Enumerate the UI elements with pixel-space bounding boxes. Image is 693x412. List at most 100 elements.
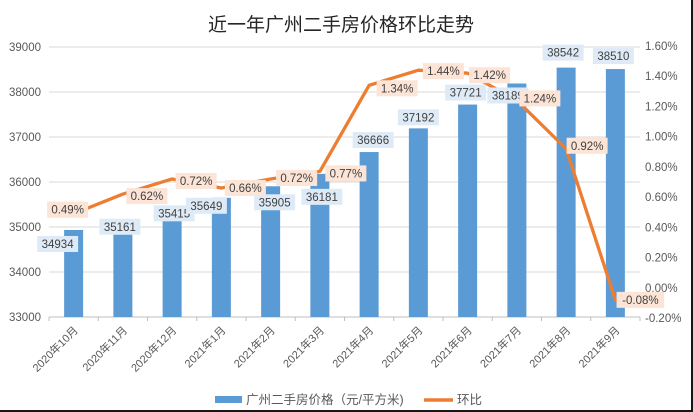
bar-value-label-bg (542, 44, 584, 61)
line-value-label-bg (325, 165, 367, 182)
line-path (71, 68, 618, 302)
bar-value-label: 38189 (492, 90, 524, 102)
line-value-label-bg (47, 201, 89, 218)
right-axis-tick-label: 1.20% (645, 101, 678, 113)
bar (408, 128, 428, 317)
left-axis-tick-label: 39000 (9, 42, 41, 54)
left-axis-tick-label: 34000 (9, 267, 41, 279)
line-value-label-bg (175, 172, 217, 189)
bar-value-label: 37192 (402, 112, 434, 124)
line-value-label: 1.42% (473, 70, 506, 82)
line-value-label-bg (224, 180, 266, 197)
x-axis-category-label: 2020年12月 (128, 323, 179, 374)
chart-title: 近一年广州二手房价格环比走势 (208, 14, 474, 36)
bar-value-label: 38542 (547, 48, 579, 60)
left-axis-labels: 39000 38000 37000 36000 35000 34000 33000 (9, 42, 41, 324)
x-axis-category-label: 2020年11月 (79, 323, 130, 374)
line-value-label: 1.34% (381, 83, 414, 95)
line-value-label: 0.72% (180, 176, 213, 188)
bar-value-label: 36666 (357, 135, 389, 147)
bar-value-label-bg (99, 218, 141, 235)
x-axis-ticks (48, 317, 641, 321)
bar-value-label: 36181 (306, 192, 338, 204)
line-value-label: 0.49% (51, 205, 84, 217)
x-axis-category-label: 2021年4月 (329, 323, 376, 370)
bar (458, 104, 478, 318)
line-value-label: 0.66% (229, 183, 262, 195)
bar-value-label: 35415 (158, 208, 190, 220)
x-axis-category-label: 2021年5月 (378, 323, 425, 370)
line-value-label-bg (469, 67, 511, 84)
right-axis-tick-label: 1.60% (645, 41, 678, 53)
line-value-label-bg (422, 63, 464, 80)
bar-value-label: 34934 (42, 239, 75, 251)
bar-value-label-bg (487, 87, 529, 104)
x-axis-category-label: 2021年2月 (231, 323, 278, 370)
legend: 广州二手房价格（元/平方米) 环比 (215, 392, 482, 407)
bar-series-legend-label: 广州二手房价格（元/平方米) (246, 392, 404, 407)
right-axis-tick-label: 0.60% (645, 192, 678, 204)
bar-value-label: 35161 (104, 222, 136, 234)
line-value-label: 0.72% (280, 173, 313, 185)
right-axis-tick-label: -0.20% (645, 313, 681, 325)
bar (605, 69, 625, 317)
line-series (71, 68, 618, 302)
line-value-label-bg (126, 188, 168, 205)
line-value-label-bg (519, 90, 561, 107)
right-axis-tick-label: 1.40% (645, 71, 678, 83)
line-value-label: -0.08% (622, 295, 658, 307)
line-value-label-bg (566, 137, 608, 154)
bar (556, 67, 576, 317)
bar-value-label-bg (37, 235, 79, 252)
bar (507, 83, 527, 318)
bar (211, 197, 231, 317)
bar-value-label-bg (153, 205, 195, 222)
bar-value-label: 38510 (597, 51, 629, 63)
bar-value-label-bg (185, 197, 227, 214)
x-axis-category-label: 2021年1月 (181, 323, 228, 370)
x-axis-category-labels: 2020年10月 2020年11月 2020年12月 2021年1月 2021年2月 20… (29, 323, 622, 374)
bar-value-label-bg (445, 84, 487, 101)
bar (113, 219, 133, 317)
right-axis-tick-label: 0.40% (645, 222, 678, 234)
bar-value-label-bg (301, 188, 343, 205)
x-axis-category-label: 2021年6月 (428, 323, 475, 370)
line-value-label: 1.24% (524, 93, 557, 105)
left-axis-tick-label: 35000 (9, 222, 41, 234)
bar-series-swatch (215, 396, 242, 403)
left-axis-tick-label: 33000 (9, 312, 41, 324)
right-axis-tick-label: 1.00% (645, 132, 678, 144)
x-axis-category-label: 2020年10月 (29, 323, 80, 374)
x-axis-category-label: 2021年8月 (526, 323, 573, 370)
bar-value-label: 35905 (259, 197, 291, 209)
line-value-label-bg (376, 80, 418, 97)
bar-value-label-bg (397, 109, 439, 126)
bar-series (64, 67, 625, 318)
left-axis-tick-label: 36000 (9, 177, 41, 189)
right-axis-labels: 1.60% 1.40% 1.20% 1.00% 0.80% 0.60% 0.40% 0.20%… (645, 41, 681, 325)
line-data-labels: 0.49% 0.62% 0.72% 0.66% 0.72% 0.77% 1.34% 1.44%… (47, 63, 665, 308)
bar (261, 186, 281, 317)
bar (162, 208, 182, 317)
left-axis-tick-label: 37000 (9, 132, 41, 144)
right-axis-tick-label: 0.00% (645, 283, 678, 295)
line-value-label-bg (276, 169, 318, 186)
gridlines (49, 46, 640, 318)
line-value-label: 0.62% (131, 191, 164, 203)
line-value-label-bg (616, 291, 665, 308)
x-axis-category-label: 2021年9月 (575, 323, 622, 370)
bar-value-label-bg (254, 194, 296, 211)
line-value-label: 1.44% (427, 66, 460, 78)
bar-value-label-bg (352, 132, 394, 149)
left-axis-tick-label: 38000 (9, 87, 41, 99)
x-axis-category-label: 2021年7月 (477, 323, 524, 370)
right-axis-tick-label: 0.20% (645, 253, 678, 265)
bar-value-label: 37721 (450, 88, 482, 100)
x-axis-category-label: 2021年3月 (280, 323, 327, 370)
bar (310, 173, 330, 317)
bar (359, 152, 379, 317)
line-value-label: 0.92% (571, 141, 604, 153)
right-axis-tick-label: 0.80% (645, 162, 678, 174)
